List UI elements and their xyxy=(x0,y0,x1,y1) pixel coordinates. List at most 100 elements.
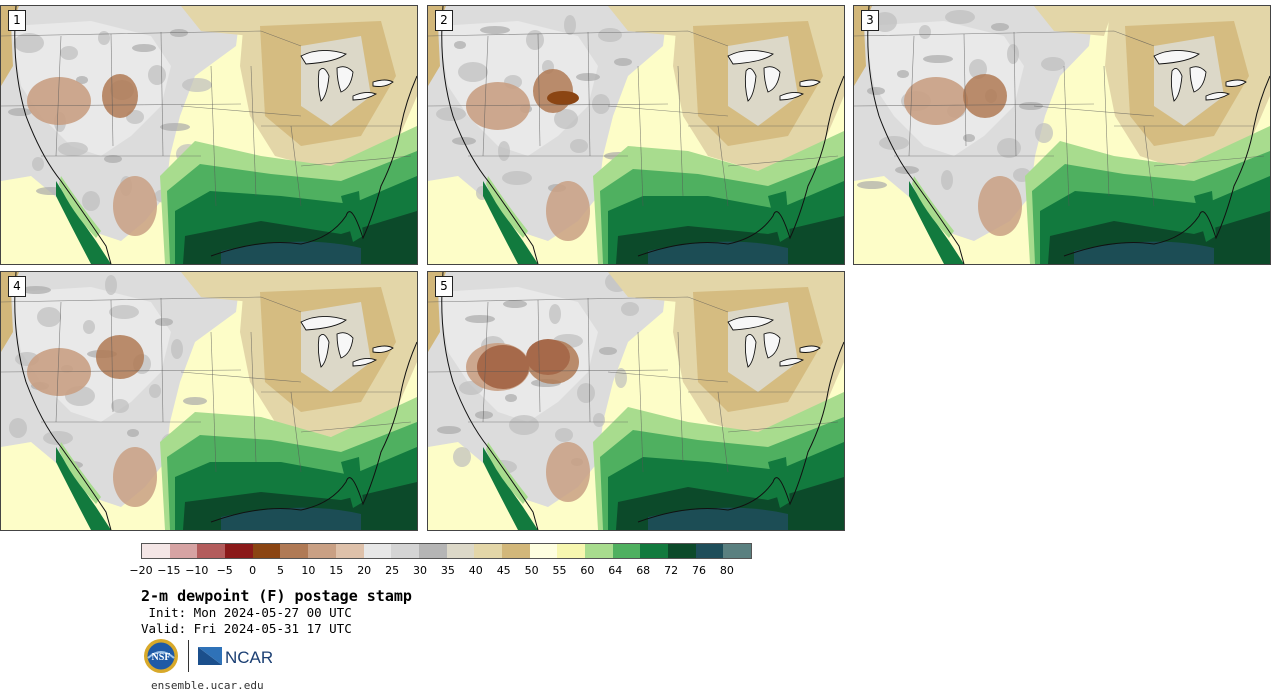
valid-time: Valid: Fri 2024-05-31 17 UTC xyxy=(141,621,352,636)
ncar-logo: NCAR xyxy=(198,647,272,667)
map-panel-2: 2 xyxy=(427,5,845,265)
great-lake xyxy=(727,316,774,331)
colorbar-swatch xyxy=(612,544,641,558)
colorbar-swatch xyxy=(723,544,752,558)
colorbar-swatch xyxy=(501,544,530,558)
panel-number: 2 xyxy=(435,10,453,31)
great-lake xyxy=(1189,66,1207,93)
colorbar-swatch xyxy=(695,544,724,558)
panel-number: 5 xyxy=(435,276,453,297)
ncar-logo-text: NCAR xyxy=(225,648,272,667)
colorbar-swatch xyxy=(585,544,613,558)
colorbar-tick-label: 45 xyxy=(496,564,511,577)
colorbar-tick-label: 72 xyxy=(664,564,679,577)
great-lake xyxy=(1153,50,1200,65)
great-lake xyxy=(744,67,757,102)
colorbar-tick-label: 10 xyxy=(301,564,316,577)
great-lake xyxy=(779,91,805,101)
great-lake xyxy=(352,91,378,101)
colorbar-swatch xyxy=(557,544,585,558)
colorbar-swatch xyxy=(225,544,253,558)
colorbar-swatch xyxy=(446,544,475,558)
colorbar-swatch xyxy=(335,544,364,558)
dewpoint-map xyxy=(1,6,417,264)
map-panel-1: 1 xyxy=(0,5,418,265)
colorbar-swatch xyxy=(640,544,669,558)
colorbar-tick-label: 40 xyxy=(468,564,483,577)
great-lake xyxy=(799,345,821,353)
great-lake xyxy=(763,332,781,359)
colorbar-tick-label: 80 xyxy=(719,564,734,577)
colorbar-swatch xyxy=(363,544,392,558)
dewpoint-map xyxy=(428,272,844,530)
panel-number: 1 xyxy=(8,10,26,31)
colorbar-tick-label: 25 xyxy=(385,564,400,577)
coastline xyxy=(441,6,539,264)
colorbar-tick-label: −15 xyxy=(157,564,181,577)
colorbar-tick-label: 64 xyxy=(608,564,623,577)
colorbar-swatch xyxy=(280,544,309,558)
colorbar-tick-label: 30 xyxy=(413,564,427,577)
great-lake xyxy=(744,333,757,368)
colorbar-tick-label: 15 xyxy=(329,564,344,577)
great-lake xyxy=(352,357,378,367)
colorbar-tick-label: 50 xyxy=(524,564,539,577)
panel-number: 4 xyxy=(8,276,26,297)
great-lake xyxy=(763,66,781,93)
coastline xyxy=(14,6,112,264)
great-lake xyxy=(799,79,821,87)
great-lake xyxy=(317,333,330,368)
great-lake xyxy=(779,357,805,367)
nsf-logo: NSF xyxy=(144,639,178,673)
map-panel-5: 5 xyxy=(427,271,845,531)
great-lake xyxy=(1205,91,1231,101)
colorbar-tick-label: −5 xyxy=(216,564,233,577)
coastline xyxy=(867,6,965,264)
colorbar-tick-label: 60 xyxy=(580,564,595,577)
dry-patch xyxy=(466,82,530,130)
coastline xyxy=(14,272,112,530)
map-panel-3: 3 xyxy=(853,5,1271,265)
logos: NSF NCAR xyxy=(143,638,272,674)
great-lake xyxy=(727,50,774,65)
init-time: Init: Mon 2024-05-27 00 UTC xyxy=(141,605,352,620)
colorbar-swatch xyxy=(169,544,198,558)
colorbar-swatch xyxy=(474,544,502,558)
dewpoint-map xyxy=(854,6,1270,264)
footer-url: ensemble.ucar.edu xyxy=(151,679,264,692)
colorbar-tick-label: 55 xyxy=(552,564,567,577)
great-lake xyxy=(300,316,347,331)
colorbar-tick-label: 76 xyxy=(692,564,706,577)
colorbar-tick-label: −20 xyxy=(129,564,153,577)
colorbar-tick-label: −10 xyxy=(185,564,209,577)
great-lake xyxy=(372,79,394,87)
nsf-logo-text: NSF xyxy=(152,652,171,663)
colorbar-tick-label: 5 xyxy=(277,564,284,577)
coastline xyxy=(441,272,539,530)
plot-title: 2-m dewpoint (F) postage stamp xyxy=(141,587,412,605)
colorbar-tick-label: 68 xyxy=(636,564,651,577)
great-lake xyxy=(1170,67,1183,102)
dewpoint-map xyxy=(1,272,417,530)
colorbar-swatch xyxy=(529,544,558,558)
great-lake xyxy=(336,332,354,359)
dry-patch xyxy=(27,77,91,125)
logo-divider xyxy=(188,640,189,672)
colorbar-swatch xyxy=(418,544,447,558)
colorbar-swatch xyxy=(308,544,336,558)
colorbar-swatch xyxy=(391,544,419,558)
colorbar-swatch xyxy=(668,544,696,558)
panel-number: 3 xyxy=(861,10,879,31)
great-lake xyxy=(1225,79,1247,87)
great-lake xyxy=(300,50,347,65)
colorbar-swatch xyxy=(252,544,281,558)
colorbar-swatch xyxy=(197,544,226,558)
great-lake xyxy=(372,345,394,353)
dry-patch xyxy=(27,348,91,396)
colorbar-swatch xyxy=(142,544,170,558)
map-panel-4: 4 xyxy=(0,271,418,531)
great-lake xyxy=(317,67,330,102)
colorbar-tick-label: 20 xyxy=(357,564,372,577)
colorbar-tick-label: 0 xyxy=(249,564,257,577)
colorbar xyxy=(141,543,753,559)
